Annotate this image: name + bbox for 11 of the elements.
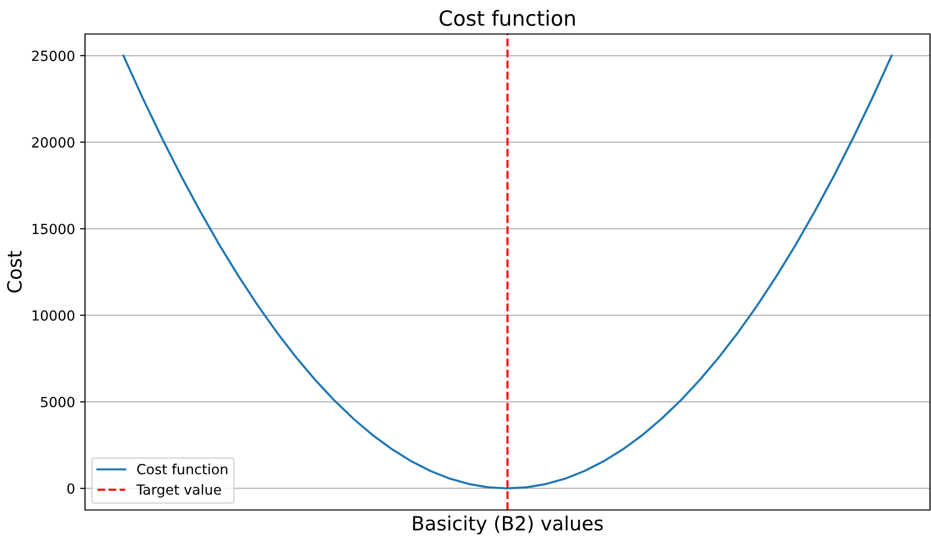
x-axis-title: Basicity (B2) values [413, 516, 603, 534]
y-tick-label: 15000 [32, 224, 74, 234]
y-tick-label: 10000 [32, 310, 74, 321]
text: Target value [136, 484, 221, 498]
y-tick-label: 0 [67, 483, 74, 494]
y-tick-label: 20000 [32, 137, 74, 148]
y-axis-title: Cost [7, 250, 22, 293]
y-tick-label: 25000 [32, 50, 74, 62]
legend-label: Cost function [137, 464, 228, 474]
chart-title: Cost function [440, 10, 575, 26]
y-tick-label: 5000 [41, 396, 74, 408]
